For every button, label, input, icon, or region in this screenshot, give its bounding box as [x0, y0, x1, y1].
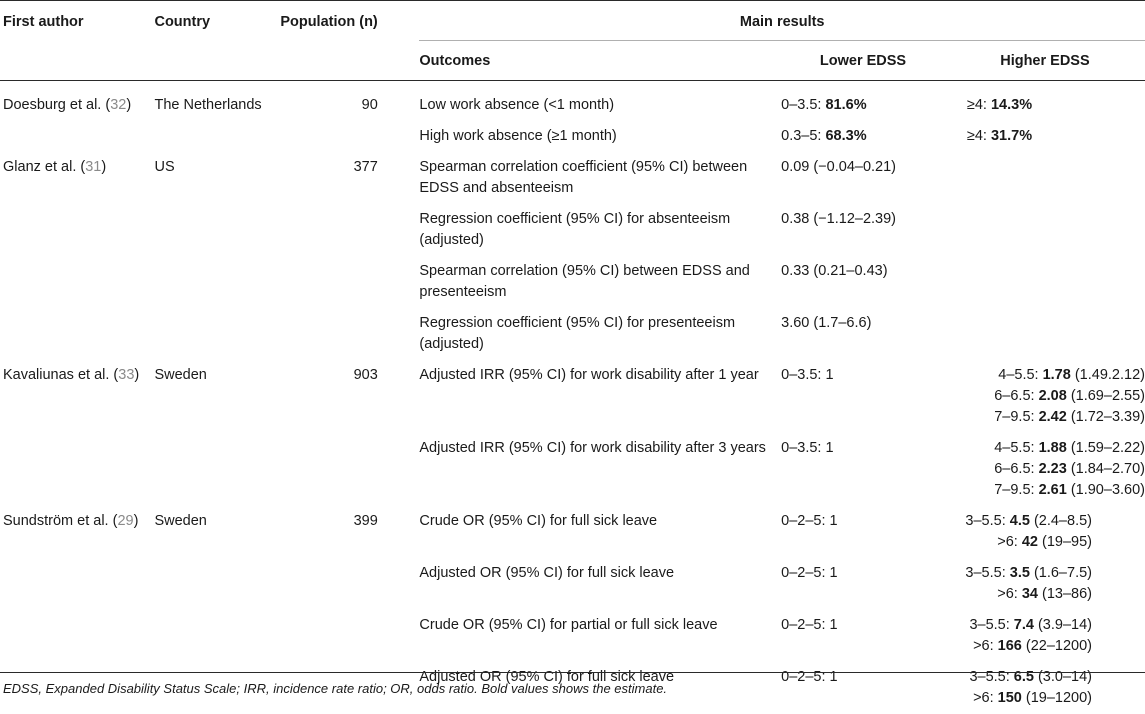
higher-edss-cell: ≥4: 14.3% — [966, 97, 1033, 113]
table-row: Regression coefficient (95% CI) for abse… — [0, 204, 1145, 256]
header-first-author: First author — [0, 0, 155, 41]
outcome-cell: Regression coefficient (95% CI) for abse… — [419, 211, 731, 248]
population-cell: 399 — [353, 513, 378, 529]
higher-edss-cell: 4–5.5: 1.88 (1.59–2.22) 6–6.5: 2.23 (1.8… — [994, 440, 1145, 498]
table-row: Glanz et al. (31) US 377 Spearman correl… — [0, 152, 1145, 204]
table-row: Adjusted OR (95% CI) for full sick leave… — [0, 558, 1145, 610]
header-row-2: Outcomes Lower EDSS Higher EDSS — [0, 40, 1145, 81]
reference-link[interactable]: 31 — [85, 159, 102, 175]
lower-edss-cell: 3.60 (1.7–6.6) — [781, 315, 872, 331]
lower-edss-cell: 0.09 (−0.04–0.21) — [781, 159, 897, 175]
reference-link[interactable]: 29 — [117, 513, 134, 529]
outcome-cell: Adjusted OR (95% CI) for full sick leave — [419, 565, 675, 581]
lower-edss-cell: 0.33 (0.21–0.43) — [781, 263, 888, 279]
outcome-cell: Regression coefficient (95% CI) for pres… — [419, 315, 736, 352]
header-main-results: Main results — [419, 0, 1145, 41]
population-cell: 903 — [353, 367, 378, 383]
higher-edss-cell: 3–5.5: 7.4 (3.9–14) >6: 166 (22–1200) — [969, 617, 1092, 654]
country-cell: US — [154, 159, 175, 175]
population-cell: 90 — [361, 97, 378, 113]
header-population: Population (n) — [271, 0, 378, 41]
lower-edss-cell: 0–2–5: 1 — [781, 513, 838, 529]
lower-edss-cell: 0–3.5: 1 — [781, 367, 834, 383]
lower-edss-cell: 0.38 (−1.12–2.39) — [781, 211, 897, 227]
outcome-cell: Adjusted IRR (95% CI) for work disabilit… — [419, 440, 766, 456]
lower-edss-cell: 0.3–5: 68.3% — [781, 128, 867, 144]
header-row-1: First author Country Population (n) Main… — [0, 0, 1145, 41]
table-row: Adjusted IRR (95% CI) for work disabilit… — [0, 433, 1145, 506]
author-cell: Sundström et al. (29) — [3, 513, 139, 529]
higher-edss-cell: 4–5.5: 1.78 (1.49.2.12) 6–6.5: 2.08 (1.6… — [994, 367, 1145, 425]
table-row: Crude OR (95% CI) for partial or full si… — [0, 610, 1145, 662]
higher-edss-cell: 3–5.5: 3.5 (1.6–7.5) >6: 34 (13–86) — [965, 565, 1092, 602]
header-outcomes: Outcomes — [419, 40, 782, 81]
header-higher-edss: Higher EDSS — [944, 40, 1145, 81]
reference-link[interactable]: 33 — [118, 367, 135, 383]
lower-edss-cell: 0–2–5: 1 — [781, 669, 838, 685]
outcome-cell: High work absence (≥1 month) — [419, 128, 617, 144]
outcome-cell: Adjusted OR (95% CI) for full sick leave — [419, 669, 675, 685]
lower-edss-cell: 0–3.5: 1 — [781, 440, 834, 456]
header-country: Country — [154, 0, 272, 41]
table-row: Sundström et al. (29) Sweden 399 Crude O… — [0, 506, 1145, 558]
outcome-cell: Crude OR (95% CI) for partial or full si… — [419, 617, 718, 633]
higher-edss-cell: 3–5.5: 4.5 (2.4–8.5) >6: 42 (19–95) — [965, 513, 1092, 550]
higher-edss-cell: 3–5.5: 6.5 (3.0–14) >6: 150 (19–1200) — [969, 669, 1092, 706]
outcome-cell: Adjusted IRR (95% CI) for work disabilit… — [419, 367, 759, 383]
table-footnote: EDSS, Expanded Disability Status Scale; … — [3, 681, 668, 696]
table-row: Doesburg et al. (32) The Netherlands 90 … — [0, 81, 1145, 122]
table-row: Regression coefficient (95% CI) for pres… — [0, 308, 1145, 360]
author-cell: Glanz et al. (31) — [3, 159, 107, 175]
table-row: High work absence (≥1 month) 0.3–5: 68.3… — [0, 121, 1145, 152]
outcome-cell: Spearman correlation (95% CI) between ED… — [419, 263, 750, 300]
higher-edss-cell: ≥4: 31.7% — [966, 128, 1033, 144]
outcome-cell: Low work absence (<1 month) — [419, 97, 615, 113]
country-cell: Sweden — [154, 367, 207, 383]
author-cell: Doesburg et al. (32) — [3, 97, 132, 113]
author-cell: Kavaliunas et al. (33) — [3, 367, 140, 383]
lower-edss-cell: 0–2–5: 1 — [781, 565, 838, 581]
country-cell: Sweden — [154, 513, 207, 529]
outcome-cell: Spearman correlation coefficient (95% CI… — [419, 159, 748, 196]
table-row: Spearman correlation (95% CI) between ED… — [0, 256, 1145, 308]
table-row: Kavaliunas et al. (33) Sweden 903 Adjust… — [0, 360, 1145, 433]
table-bottom-rule — [0, 672, 1145, 673]
outcome-cell: Crude OR (95% CI) for full sick leave — [419, 513, 658, 529]
reference-link[interactable]: 32 — [110, 97, 127, 113]
country-cell: The Netherlands — [154, 97, 262, 113]
header-lower-edss: Lower EDSS — [781, 40, 945, 81]
population-cell: 377 — [353, 159, 378, 175]
lower-edss-cell: 0–3.5: 81.6% — [781, 97, 867, 113]
lower-edss-cell: 0–2–5: 1 — [781, 617, 838, 633]
